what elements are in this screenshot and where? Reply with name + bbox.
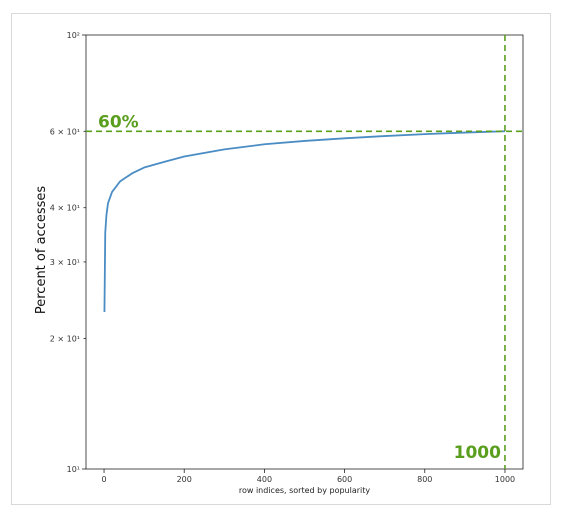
x-axis-label: row indices, sorted by popularity (239, 486, 371, 495)
x-tick-label: 0 (101, 475, 106, 484)
data-series-line (103, 130, 505, 313)
horizontal-reference-label: 60% (98, 112, 139, 132)
x-tick-label: 400 (257, 475, 272, 484)
vertical-reference-label: 1000 (454, 443, 501, 463)
y-tick-label: 4 × 10¹ (50, 204, 80, 213)
reference-lines-group: 60% 1000 (86, 35, 523, 469)
axes-group: 0 200 400 600 800 1000 10¹ 2 × 10¹ 3 × 10¹ 4 × 10… (50, 31, 524, 484)
x-tick-label: 200 (177, 475, 192, 484)
plot-area-border (85, 34, 524, 470)
x-tick-label: 800 (417, 475, 432, 484)
y-tick-label: 6 × 10¹ (50, 127, 80, 136)
y-axis-label: Percent of accesses (34, 186, 49, 315)
y-tick-label: 3 × 10¹ (50, 258, 80, 267)
x-tick-label: 1000 (495, 475, 515, 484)
y-tick-label: 2 × 10¹ (50, 334, 80, 343)
x-tick-label: 600 (337, 475, 352, 484)
marks-group (103, 130, 505, 313)
y-tick-label: 10¹ (67, 465, 80, 474)
figure-frame (11, 13, 551, 505)
y-tick-label: 10² (67, 31, 80, 40)
